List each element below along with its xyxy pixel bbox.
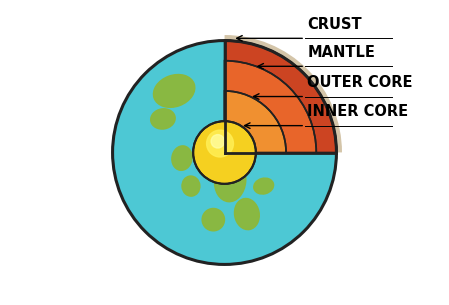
Ellipse shape	[172, 146, 192, 170]
Text: OUTER CORE: OUTER CORE	[307, 75, 413, 90]
Text: INNER CORE: INNER CORE	[307, 104, 409, 119]
Wedge shape	[224, 41, 336, 152]
Ellipse shape	[182, 176, 200, 196]
Circle shape	[113, 41, 336, 264]
Wedge shape	[193, 121, 256, 184]
Circle shape	[211, 135, 224, 148]
Wedge shape	[224, 91, 286, 152]
Ellipse shape	[214, 159, 246, 202]
Circle shape	[207, 130, 233, 157]
Ellipse shape	[202, 208, 224, 231]
Ellipse shape	[254, 178, 273, 194]
Ellipse shape	[154, 74, 195, 107]
Text: CRUST: CRUST	[307, 16, 362, 32]
Ellipse shape	[234, 199, 260, 230]
Text: MANTLE: MANTLE	[307, 45, 375, 59]
Wedge shape	[224, 61, 316, 152]
Ellipse shape	[151, 109, 175, 129]
